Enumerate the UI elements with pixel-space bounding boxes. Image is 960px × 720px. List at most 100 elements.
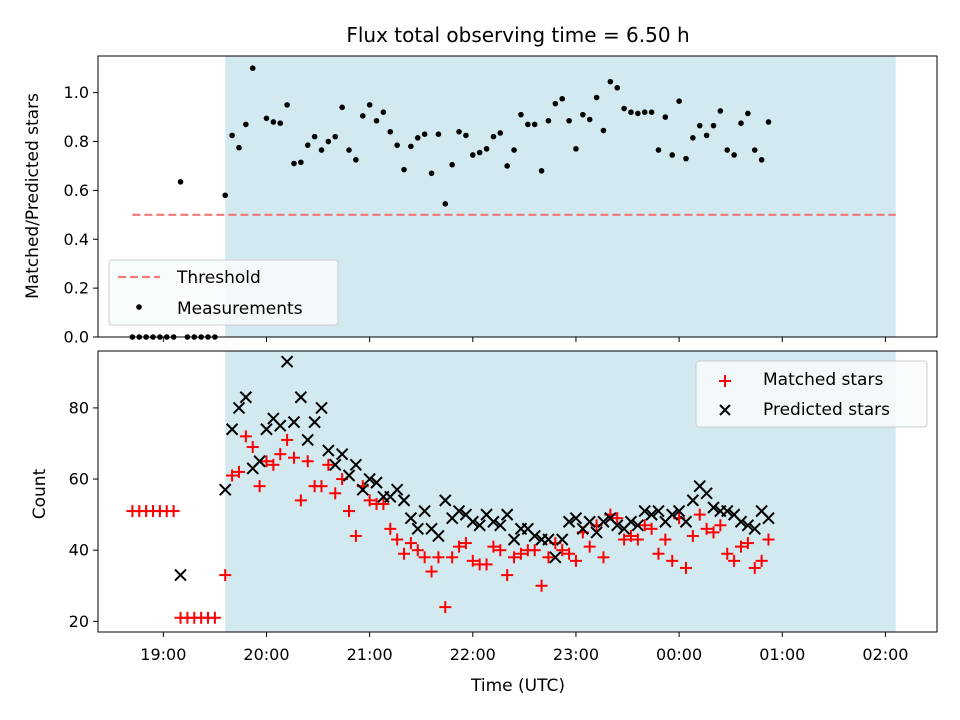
- predicted-star-point: [404, 511, 418, 525]
- matched-star-point: [246, 441, 259, 454]
- legend-measurement-swatch: [136, 304, 142, 310]
- matched-star-point: [487, 540, 500, 553]
- top-y-axis-label: Matched/Predicted stars: [23, 93, 43, 299]
- measurement-point: [690, 135, 696, 141]
- measurement-point: [373, 117, 380, 124]
- bottom-panel: 20 40 60 80 19:00 20:00 21:00 22:00 23:00 00:00 0…: [30, 350, 938, 696]
- x-tick-label: 00:00: [656, 645, 702, 664]
- matched-star-point: [398, 547, 411, 560]
- measurement-point: [607, 78, 614, 85]
- predicted-star-point: [679, 515, 693, 528]
- predicted-star-point: [645, 508, 658, 521]
- predicted-star-point: [549, 551, 562, 564]
- bottom-legend: Matched stars Predicted stars: [695, 360, 928, 428]
- legend-predicted-label: Predicted stars: [763, 400, 890, 420]
- predicted-star-point: [721, 504, 734, 518]
- matched-star-point: [638, 519, 651, 532]
- matched-star-point: [707, 526, 720, 539]
- predicted-star-point: [611, 519, 624, 532]
- measurement-point: [621, 105, 627, 112]
- matched-star-point: [631, 533, 644, 546]
- measurement-point: [738, 120, 744, 126]
- matched-star-point: [508, 551, 521, 564]
- measurement-point: [346, 147, 352, 153]
- bottom-legend-box: [695, 360, 928, 428]
- x-tick-label: 01:00: [759, 645, 805, 664]
- matched-star-point: [480, 558, 493, 571]
- measurement-point: [662, 114, 669, 120]
- y-tick-label: 0.2: [64, 279, 89, 298]
- predicted-star-point: [219, 483, 232, 496]
- measurement-point: [635, 110, 641, 117]
- measurement-point: [717, 108, 724, 114]
- predicted-star-point: [225, 423, 239, 436]
- y-tick-label: 0.6: [64, 181, 89, 200]
- y-tick-label: 40: [69, 541, 89, 560]
- predicted-star-point: [590, 526, 603, 539]
- predicted-star-point: [473, 519, 486, 532]
- predicted-star-point: [466, 515, 480, 528]
- measurement-point: [511, 147, 517, 153]
- measurement-point: [490, 133, 497, 140]
- matched-star-point: [624, 529, 637, 542]
- measurement-point: [648, 109, 655, 115]
- matched-star-point: [741, 537, 754, 550]
- matched-star-point: [735, 540, 748, 553]
- measurement-point: [325, 138, 332, 145]
- predicted-star-point: [363, 472, 376, 486]
- matched-star-point: [315, 480, 328, 493]
- predicted-star-point: [274, 419, 287, 432]
- predicted-star-point: [597, 515, 610, 528]
- matched-star-point: [528, 544, 541, 557]
- matched-star-point: [666, 554, 679, 567]
- predicted-star-point: [370, 476, 383, 489]
- predicted-star-point: [686, 494, 700, 507]
- matched-star-point: [260, 455, 273, 468]
- matched-star-point: [652, 547, 665, 560]
- predicted-star-point: [232, 401, 246, 415]
- matched-star-point: [459, 537, 472, 550]
- measurement-point: [696, 122, 703, 129]
- matched-star-point: [274, 448, 287, 461]
- matched-star-point: [322, 458, 335, 471]
- predicted-star-point: [583, 515, 596, 528]
- measurement-point: [745, 110, 751, 117]
- y-tick-label: 1.0: [64, 83, 89, 102]
- matched-star-point: [453, 540, 466, 553]
- predicted-star-point: [308, 415, 321, 429]
- matched-star-point: [349, 529, 362, 542]
- measurement-point: [504, 163, 510, 169]
- y-tick-label: 0.4: [64, 230, 89, 249]
- predicted-star-point: [562, 515, 576, 528]
- matched-star-point: [239, 430, 252, 443]
- matched-star-point: [679, 561, 692, 574]
- predicted-star-point: [280, 355, 294, 368]
- measurement-point: [394, 142, 400, 148]
- top-legend-box: [108, 259, 339, 326]
- x-tick-label: 23:00: [553, 645, 599, 664]
- predicted-star-point: [342, 469, 356, 482]
- y-tick-label: 0.0: [64, 328, 89, 347]
- measurement-point: [518, 111, 524, 118]
- matched-star-point: [446, 551, 459, 564]
- predicted-star-point: [356, 483, 369, 496]
- matched-star-point: [439, 601, 452, 614]
- matched-star-point: [391, 533, 404, 546]
- measurement-point: [332, 133, 339, 140]
- predicted-star-point: [487, 515, 500, 528]
- measurement-point: [449, 161, 455, 168]
- predicted-star-point: [741, 519, 755, 532]
- matched-star-point: [281, 433, 294, 446]
- predicted-star-point: [542, 533, 555, 546]
- legend-matched-swatch: [719, 375, 731, 387]
- matched-star-point: [411, 544, 424, 557]
- measurement-point: [229, 132, 235, 139]
- measurement-point: [456, 128, 462, 135]
- matched-star-point: [494, 544, 507, 557]
- measurement-point: [710, 122, 717, 129]
- measurement-point: [339, 104, 345, 111]
- x-tick-label: 21:00: [347, 645, 393, 664]
- measurement-point: [428, 170, 435, 177]
- predicted-star-point: [315, 401, 328, 415]
